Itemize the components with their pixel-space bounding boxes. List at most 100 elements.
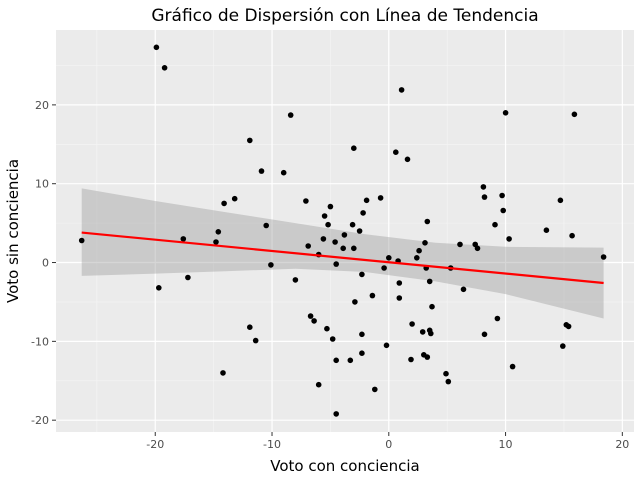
major-gridlines <box>56 30 634 432</box>
data-point <box>424 354 431 360</box>
data-point <box>352 299 358 305</box>
data-point <box>324 325 330 332</box>
data-point <box>247 324 253 331</box>
data-point <box>325 221 331 228</box>
y-axis: -20 -10 0 10 20 <box>31 99 56 427</box>
data-point <box>215 229 222 235</box>
x-axis-title: Voto con conciencia <box>270 457 420 475</box>
data-point <box>377 195 384 201</box>
data-point <box>185 274 191 281</box>
data-point <box>428 330 434 337</box>
data-point <box>393 149 399 155</box>
data-point <box>333 411 340 417</box>
data-point <box>349 221 356 228</box>
data-point <box>499 192 505 199</box>
data-point <box>429 303 435 310</box>
data-point <box>396 280 403 286</box>
data-point <box>351 145 357 151</box>
x-tick-label: 20 <box>615 438 629 451</box>
data-point <box>231 195 238 202</box>
data-point <box>404 156 411 163</box>
data-point <box>494 315 501 322</box>
y-tick-label: 20 <box>35 99 49 112</box>
data-point <box>419 329 426 335</box>
data-point <box>565 323 572 330</box>
data-point <box>363 197 370 204</box>
data-point <box>416 247 422 254</box>
data-point <box>258 168 265 174</box>
data-point <box>424 218 431 225</box>
data-point <box>327 203 334 210</box>
data-point <box>359 350 365 357</box>
data-point <box>600 254 607 260</box>
data-point <box>445 378 452 385</box>
data-point <box>480 184 487 190</box>
data-point <box>311 318 317 324</box>
trend-line <box>81 231 604 285</box>
y-tick-label: -20 <box>31 414 49 427</box>
data-point <box>386 254 392 261</box>
data-point <box>396 295 403 301</box>
data-point <box>280 169 287 176</box>
data-point <box>457 241 463 248</box>
data-point <box>303 198 309 204</box>
data-point <box>481 194 488 200</box>
data-point <box>502 110 509 116</box>
x-tick-label: -10 <box>263 438 281 451</box>
data-point <box>383 342 390 349</box>
data-point <box>287 112 294 118</box>
data-point <box>506 236 512 242</box>
data-point <box>213 239 219 245</box>
data-point <box>329 336 336 342</box>
data-point <box>414 254 420 261</box>
data-point <box>315 381 322 388</box>
data-point <box>247 137 253 144</box>
data-point <box>409 321 415 327</box>
minor-gridlines <box>56 30 634 432</box>
data-point <box>221 200 227 207</box>
data-point <box>307 313 314 319</box>
data-point <box>422 240 428 246</box>
data-point <box>481 331 488 338</box>
data-point <box>156 285 162 291</box>
data-point <box>333 357 340 364</box>
x-tick-label: -20 <box>146 438 164 451</box>
data-point <box>543 227 550 233</box>
data-point <box>220 370 226 376</box>
data-point <box>78 237 85 244</box>
data-point <box>369 292 376 299</box>
y-tick-label: 10 <box>35 178 49 191</box>
panel-background <box>56 30 634 432</box>
data-point <box>305 243 312 249</box>
data-point <box>347 357 354 364</box>
data-point <box>560 343 566 349</box>
y-axis-title: Voto sin conciencia <box>4 159 22 303</box>
x-tick-label: 0 <box>385 438 392 451</box>
data-point <box>509 363 516 370</box>
data-point <box>292 277 299 283</box>
chart-title: Gráfico de Dispersión con Línea de Tende… <box>151 6 538 26</box>
data-point <box>320 236 327 242</box>
data-point <box>153 44 160 51</box>
data-point <box>263 222 270 229</box>
data-point <box>474 245 481 252</box>
data-point <box>161 65 168 71</box>
x-axis: -20 -10 0 10 20 <box>146 432 629 451</box>
data-point <box>460 286 467 293</box>
data-point <box>252 337 259 344</box>
data-point <box>268 262 274 268</box>
data-point <box>408 356 414 363</box>
data-point <box>321 213 328 219</box>
data-point <box>359 271 365 278</box>
data-point <box>359 331 365 338</box>
data-point <box>340 245 347 252</box>
y-tick-label: -10 <box>31 335 49 348</box>
data-point <box>360 210 366 216</box>
x-tick-label: 10 <box>499 438 513 451</box>
data-point <box>180 236 187 242</box>
data-point <box>443 370 449 377</box>
data-point <box>341 232 348 238</box>
data-point <box>557 197 564 204</box>
data-point <box>381 265 387 271</box>
data-point <box>569 232 575 239</box>
